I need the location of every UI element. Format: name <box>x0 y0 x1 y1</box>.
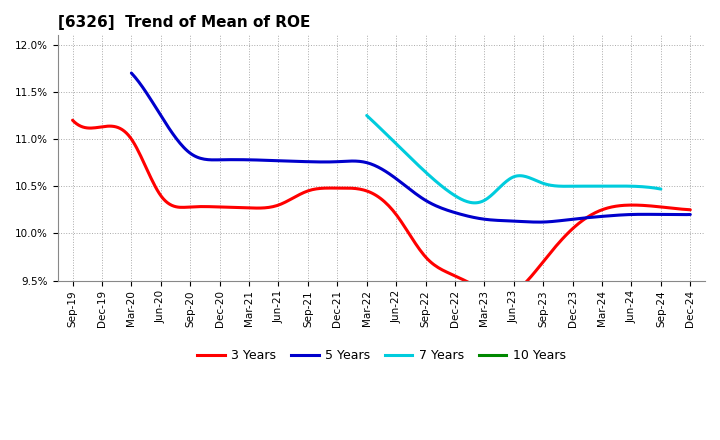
5 Years <box>460 213 469 218</box>
5 Years <box>469 215 478 220</box>
Text: [6326]  Trend of Mean of ROE: [6326] Trend of Mean of ROE <box>58 15 310 30</box>
7 Years <box>544 182 552 187</box>
7 Years <box>539 180 547 186</box>
3 Years <box>446 271 455 276</box>
3 Years <box>434 265 443 270</box>
5 Years <box>458 212 467 217</box>
3 Years <box>686 207 695 213</box>
5 Years <box>600 213 608 219</box>
3 Years <box>71 120 79 125</box>
7 Years <box>362 113 371 118</box>
3 Years <box>436 266 445 271</box>
7 Years <box>538 180 546 186</box>
5 Years <box>534 220 543 225</box>
3 Years <box>591 210 600 215</box>
5 Years <box>129 73 138 78</box>
Line: 5 Years: 5 Years <box>131 73 690 222</box>
5 Years <box>127 70 135 76</box>
7 Years <box>630 183 639 189</box>
3 Years <box>630 202 639 208</box>
Line: 3 Years: 3 Years <box>73 120 690 294</box>
Legend: 3 Years, 5 Years, 7 Years, 10 Years: 3 Years, 5 Years, 7 Years, 10 Years <box>192 345 570 367</box>
3 Years <box>498 292 507 297</box>
5 Years <box>686 212 695 217</box>
5 Years <box>636 212 644 217</box>
7 Years <box>364 114 372 119</box>
7 Years <box>657 187 665 192</box>
3 Years <box>68 117 77 123</box>
7 Years <box>471 200 480 205</box>
7 Years <box>611 183 620 189</box>
Line: 7 Years: 7 Years <box>366 115 661 203</box>
